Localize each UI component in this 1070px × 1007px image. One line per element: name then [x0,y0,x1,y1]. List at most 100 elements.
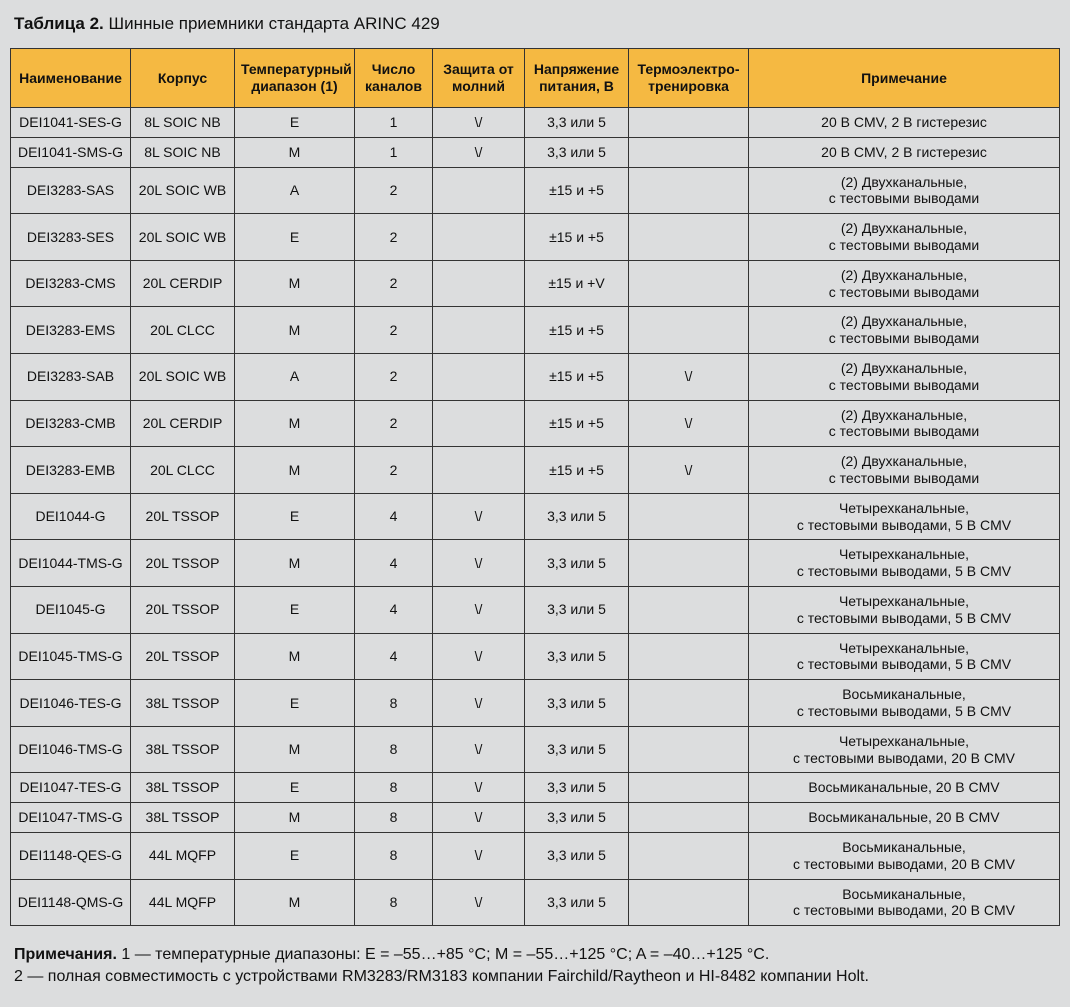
table-cell: 8L SOIC NB [131,108,235,138]
table-cell: Восьмиканальные,с тестовыми выводами, 20… [749,832,1060,879]
table-cell: DEI1046-TMS-G [11,726,131,773]
table-cell: M [235,307,355,354]
table-cell: 20L SOIC WB [131,167,235,214]
table-cell: 20L SOIC WB [131,214,235,261]
table-cell: \/ [433,137,525,167]
table-cell: 3,3 или 5 [525,832,629,879]
table-cell [629,214,749,261]
table-cell: Четырехканальные,с тестовыми выводами, 5… [749,633,1060,680]
table-cell: 20L TSSOP [131,633,235,680]
col-header: Примечание [749,49,1060,108]
table-cell: M [235,137,355,167]
table-cell [629,540,749,587]
table-cell: Восьмиканальные, 20 В CMV [749,803,1060,833]
table-cell: (2) Двухканальные,с тестовыми выводами [749,447,1060,494]
table-cell: 20 В CMV, 2 В гистерезис [749,108,1060,138]
table-cell: 8 [355,803,433,833]
col-header: Защита от молний [433,49,525,108]
table-row: DEI3283-EMB20L CLCCM2±15 и +5\/(2) Двухк… [11,447,1060,494]
table-cell: DEI1047-TES-G [11,773,131,803]
table-row: DEI1045-G20L TSSOPE4\/3,3 или 5Четырехка… [11,586,1060,633]
caption-label: Таблица 2. [14,14,104,33]
table-row: DEI3283-SAB20L SOIC WBA2±15 и +5\/(2) Дв… [11,353,1060,400]
table-cell: 3,3 или 5 [525,879,629,926]
table-cell [433,260,525,307]
table-cell: 20L CERDIP [131,400,235,447]
table-cell [433,307,525,354]
table-cell: E [235,773,355,803]
table-cell: DEI1047-TMS-G [11,803,131,833]
col-header: Термоэлектро-тренировка [629,49,749,108]
table-cell: 8 [355,879,433,926]
table-cell [629,680,749,727]
table-cell: DEI3283-CMB [11,400,131,447]
table-cell: 20L CERDIP [131,260,235,307]
table-cell: 38L TSSOP [131,773,235,803]
table-row: DEI1148-QES-G44L MQFPE8\/3,3 или 5Восьми… [11,832,1060,879]
table-row: DEI3283-EMS20L CLCCM2±15 и +5(2) Двухкан… [11,307,1060,354]
table-row: DEI1047-TMS-G38L TSSOPM8\/3,3 или 5 Восьм… [11,803,1060,833]
table-row: DEI3283-CMS20L CERDIPM2±15 и +V(2) Двухк… [11,260,1060,307]
table-cell: M [235,803,355,833]
table-cell [629,726,749,773]
table-cell [433,400,525,447]
table-cell: 3,3 или 5 [525,108,629,138]
table-row: DEI1041-SMS-G8L SOIC NBM1\/3,3 или 520 В… [11,137,1060,167]
table-cell: (2) Двухканальные,с тестовыми выводами [749,214,1060,261]
table-cell: M [235,879,355,926]
table-cell: A [235,167,355,214]
table-cell: E [235,832,355,879]
table-cell: M [235,633,355,680]
table-cell: \/ [433,540,525,587]
table-cell: 1 [355,137,433,167]
table-cell: 1 [355,108,433,138]
table-cell: \/ [433,680,525,727]
table-cell: DEI1148-QMS-G [11,879,131,926]
footnote-text: 1 — температурные диапазоны: E = –55…+85… [14,946,869,985]
table-cell [629,586,749,633]
table-cell: Четырехканальные,с тестовыми выводами, 2… [749,726,1060,773]
table-cell: ±15 и +V [525,260,629,307]
table-cell: \/ [433,108,525,138]
table-cell: 38L TSSOP [131,803,235,833]
col-header: Наименование [11,49,131,108]
table-row: DEI3283-SES20L SOIC WBE2±15 и +5(2) Двух… [11,214,1060,261]
col-header: Корпус [131,49,235,108]
table-cell: 3,3 или 5 [525,680,629,727]
table-cell: (2) Двухканальные,с тестовыми выводами [749,260,1060,307]
table-cell: (2) Двухканальные,с тестовыми выводами [749,400,1060,447]
table-cell: 4 [355,540,433,587]
table-cell: DEI3283-SAB [11,353,131,400]
table-row: DEI1148-QMS-G44L MQFPM8\/3,3 или 5Восьми… [11,879,1060,926]
table-cell: DEI1148-QES-G [11,832,131,879]
table-cell [629,832,749,879]
table-cell: \/ [433,803,525,833]
table-caption: Таблица 2. Шинные приемники стандарта AR… [14,14,1056,34]
table-cell: 20L CLCC [131,447,235,494]
table-cell: 3,3 или 5 [525,633,629,680]
table-cell: DEI3283-SAS [11,167,131,214]
table-cell: \/ [433,832,525,879]
table-header-row: Наименование Корпус Температурный диапаз… [11,49,1060,108]
col-header: Напряжение питания, В [525,49,629,108]
table-cell: Восьмиканальные,с тестовыми выводами, 20… [749,879,1060,926]
table-cell: 3,3 или 5 [525,803,629,833]
table-cell: 2 [355,307,433,354]
table-cell: 3,3 или 5 [525,586,629,633]
table-cell [629,137,749,167]
table-cell [629,633,749,680]
table-cell: M [235,260,355,307]
table-cell: 3,3 или 5 [525,726,629,773]
table-row: DEI1046-TMS-G38L TSSOPM8\/3,3 или 5Четыр… [11,726,1060,773]
table-row: DEI3283-CMB20L CERDIPM2±15 и +5\/(2) Дву… [11,400,1060,447]
table-row: DEI1045-TMS-G20L TSSOPM4\/3,3 или 5Четыр… [11,633,1060,680]
table-cell [629,773,749,803]
table-cell: \/ [433,586,525,633]
table-row: DEI1044-TMS-G20L TSSOPM4\/3,3 или 5Четыр… [11,540,1060,587]
table-cell: 3,3 или 5 [525,137,629,167]
table-cell: ±15 и +5 [525,353,629,400]
table-cell: M [235,400,355,447]
table-cell: ±15 и +5 [525,307,629,354]
table-cell: 4 [355,586,433,633]
table-cell [433,214,525,261]
